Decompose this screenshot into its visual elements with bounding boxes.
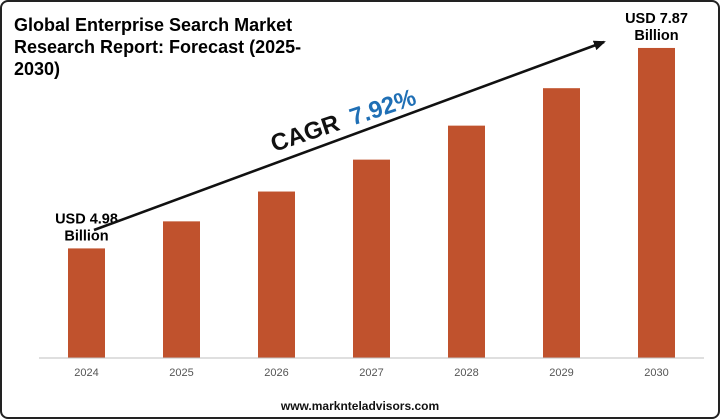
bars-layer bbox=[68, 47, 675, 359]
chart-title-line-3: 2030) bbox=[14, 59, 61, 79]
data-label-2024-line-1: USD 4.98 bbox=[55, 211, 118, 227]
chart-title-line-1: Global Enterprise Search Market bbox=[14, 15, 293, 35]
x-tick-label-2024: 2024 bbox=[74, 367, 98, 379]
x-tick-label-2027: 2027 bbox=[359, 367, 383, 379]
bar-2024 bbox=[68, 248, 105, 358]
data-label-2024-line-2: Billion bbox=[64, 228, 108, 244]
data-label-2030-line-1: USD 7.87 bbox=[625, 11, 688, 27]
cagr-annotation: CAGR 7.92% bbox=[267, 84, 419, 158]
bar-2027 bbox=[353, 159, 390, 358]
chart-title-line-2: Research Report: Forecast (2025- bbox=[14, 37, 302, 57]
data-label-2030-line-2: Billion bbox=[634, 28, 678, 44]
x-tick-label-2029: 2029 bbox=[549, 367, 573, 379]
cagr-label: CAGR bbox=[267, 110, 343, 158]
bar-2028 bbox=[448, 125, 485, 358]
x-tick-labels: 2024 2025 2026 2027 2028 2029 2030 bbox=[74, 367, 668, 379]
bar-2030 bbox=[638, 47, 675, 359]
x-tick-label-2028: 2028 bbox=[454, 367, 478, 379]
x-tick-label-2026: 2026 bbox=[264, 367, 288, 379]
footer-website: www.marknteladvisors.com bbox=[280, 399, 440, 413]
x-tick-label-2030: 2030 bbox=[644, 367, 668, 379]
bar-2025 bbox=[163, 221, 200, 358]
bar-2026 bbox=[258, 191, 295, 358]
cagr-trend-arrow bbox=[93, 40, 606, 232]
bar-2029 bbox=[543, 88, 580, 358]
x-tick-label-2025: 2025 bbox=[169, 367, 193, 379]
